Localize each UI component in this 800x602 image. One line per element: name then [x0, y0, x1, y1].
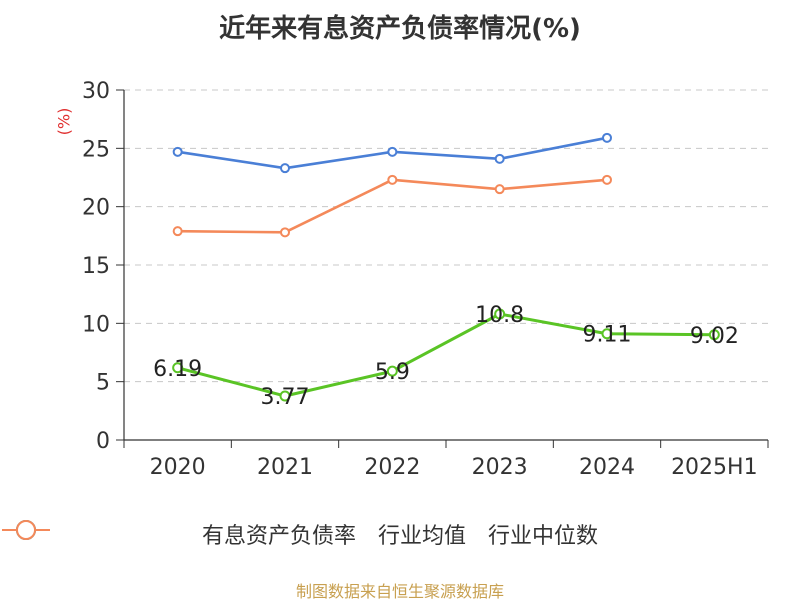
legend: 有息资产负债率 行业均值 行业中位数 — [0, 518, 800, 550]
data-point-s0-3 — [494, 308, 506, 320]
data-label-3: 10.8 — [475, 303, 524, 328]
x-tick-label-2020: 2020 — [150, 455, 206, 480]
data-point-s0-2 — [386, 365, 398, 377]
data-label-4: 9.11 — [583, 323, 632, 348]
legend-label-series-0: 有息资产负债率 — [201, 524, 356, 549]
data-point-s0-4 — [601, 328, 613, 340]
data-point-s1-0 — [172, 146, 183, 157]
chart-title: 近年来有息资产负债率情况(%) — [219, 14, 581, 44]
data-point-s0-1 — [279, 390, 291, 402]
y-tick-label-0: 0 — [96, 429, 110, 454]
data-point-s0-5 — [708, 329, 720, 341]
data-label-2: 5.9 — [375, 360, 410, 385]
data-point-s2-3 — [494, 184, 505, 195]
legend-item-series-0[interactable]: 有息资产负债率 — [2, 518, 356, 550]
y-tick-label-5: 5 — [96, 371, 110, 396]
data-point-s2-2 — [387, 174, 398, 185]
data-point-s1-1 — [280, 163, 290, 174]
x-tick-label-2025H1: 2025H1 — [671, 455, 758, 480]
data-point-s2-4 — [602, 174, 612, 185]
data-point-s1-4 — [602, 132, 612, 143]
legend-marker-series-2 — [2, 520, 50, 540]
x-tick-label-2021: 2021 — [257, 455, 313, 480]
legend-item-series-2[interactable]: 行业中位数 — [2, 518, 599, 550]
data-point-s1-3 — [494, 153, 505, 164]
y-tick-label-20: 20 — [82, 196, 110, 221]
data-point-s2-0 — [172, 226, 183, 237]
series-line-0 — [177, 312, 715, 398]
series-line-2 — [177, 178, 608, 234]
legend-label-series-2: 行业中位数 — [488, 524, 599, 549]
data-source-note: 制图数据来自恒生聚源数据库 — [295, 582, 504, 601]
x-tick-label-2023: 2023 — [472, 455, 528, 480]
data-point-s2-1 — [280, 227, 290, 238]
data-point-s0-0 — [172, 362, 184, 374]
y-tick-label-25: 25 — [82, 137, 110, 162]
data-label-1: 3.77 — [261, 385, 310, 410]
x-tick-label-2022: 2022 — [364, 455, 420, 480]
legend-item-series-1[interactable]: 行业均值 — [2, 518, 466, 550]
y-tick-label-10: 10 — [82, 312, 110, 337]
data-point-s1-2 — [387, 146, 398, 157]
legend-label-series-1: 行业均值 — [377, 524, 466, 549]
y-tick-label-30: 30 — [82, 79, 110, 104]
y-tick-label-15: 15 — [82, 254, 110, 279]
data-label-0: 6.19 — [153, 357, 202, 382]
x-tick-label-2024: 2024 — [579, 455, 635, 480]
data-label-5: 9.02 — [690, 324, 739, 349]
